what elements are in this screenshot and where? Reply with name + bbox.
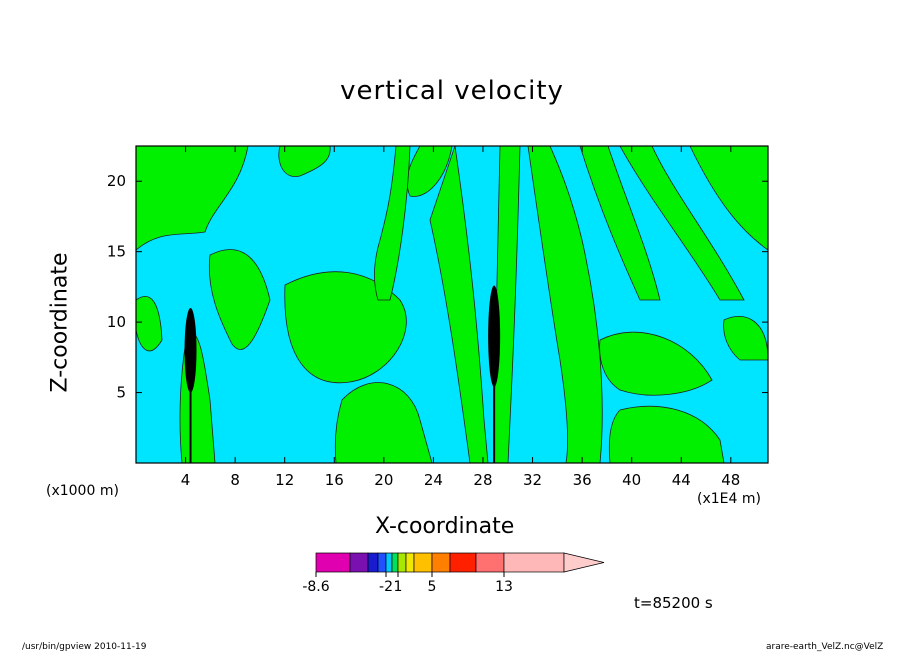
positive-region-16	[608, 405, 725, 463]
x-tick-label: 20	[374, 471, 393, 489]
x-tick-label: 24	[424, 471, 443, 489]
colorbar-segment	[377, 552, 387, 573]
colorbar-label: 5	[428, 579, 437, 595]
y-tick-label: 15	[107, 243, 126, 261]
colorbar-label: -8.6	[302, 579, 329, 595]
positive-region-8	[334, 382, 433, 463]
positive-region-18	[374, 146, 411, 301]
x-tick-label: 28	[473, 471, 492, 489]
x-tick-label: 40	[622, 471, 641, 489]
positive-region-12	[579, 146, 661, 301]
positive-region-3	[406, 146, 453, 197]
positive-region-5	[208, 249, 271, 350]
plot-frame	[135, 145, 769, 464]
x-tick-label: 16	[325, 471, 344, 489]
x-tick-label: 4	[181, 471, 191, 489]
chart-title: vertical velocity	[340, 76, 564, 106]
colorbar-segment	[349, 552, 369, 573]
x-tick-label: 32	[523, 471, 542, 489]
time-label: t=85200 s	[634, 594, 713, 612]
colorbar-segment	[385, 552, 393, 573]
positive-region-2	[278, 146, 331, 177]
colorbar-label: 1	[394, 579, 403, 595]
footer-dataset: arare-earth_VelZ.nc@VelZ	[766, 642, 884, 652]
x-unit-left: (x1000 m)	[46, 483, 119, 499]
colorbar-segment	[449, 552, 477, 573]
positive-region-1	[136, 146, 249, 251]
updraft-cores	[184, 285, 501, 463]
positive-region-4	[136, 296, 163, 352]
footer-program: /usr/bin/gpview 2010-11-19	[22, 642, 147, 652]
colorbar-segment	[503, 552, 565, 573]
colorbar-segment	[475, 552, 505, 573]
colorbar-extend-arrow	[563, 552, 605, 573]
colorbar-label: -2	[379, 579, 393, 595]
colorbar-segment	[413, 552, 433, 573]
x-tick-label: 36	[573, 471, 592, 489]
positive-region-13	[619, 146, 745, 301]
y-tick-label: 5	[116, 384, 126, 402]
colorbar-segment	[405, 552, 415, 573]
colorbar: -8.6 -2 1 5 13	[302, 552, 605, 595]
positive-region-9	[429, 146, 489, 463]
colorbar-segment	[397, 552, 407, 573]
x-unit-right: (x1E4 m)	[697, 491, 761, 507]
y-tick-label: 10	[107, 313, 126, 331]
positive-region-15	[599, 331, 713, 396]
x-tick-label: 8	[230, 471, 240, 489]
x-axis-label: X-coordinate	[375, 514, 515, 539]
colorbar-label: 13	[495, 579, 513, 595]
positive-region-10	[493, 146, 521, 463]
colorbar-segment	[367, 552, 379, 573]
y-axis-label: Z-coordinate	[47, 252, 73, 393]
x-tick-label: 44	[672, 471, 691, 489]
positive-velocity-regions	[136, 146, 768, 463]
colorbar-segment	[431, 552, 451, 573]
x-tick-label: 48	[721, 471, 740, 489]
colorbar-segment	[391, 552, 399, 573]
x-tick-label: 12	[275, 471, 294, 489]
y-tick-label: 20	[107, 172, 126, 190]
positive-region-11	[527, 146, 603, 463]
positive-region-7	[284, 271, 407, 384]
colorbar-segment	[315, 552, 351, 573]
